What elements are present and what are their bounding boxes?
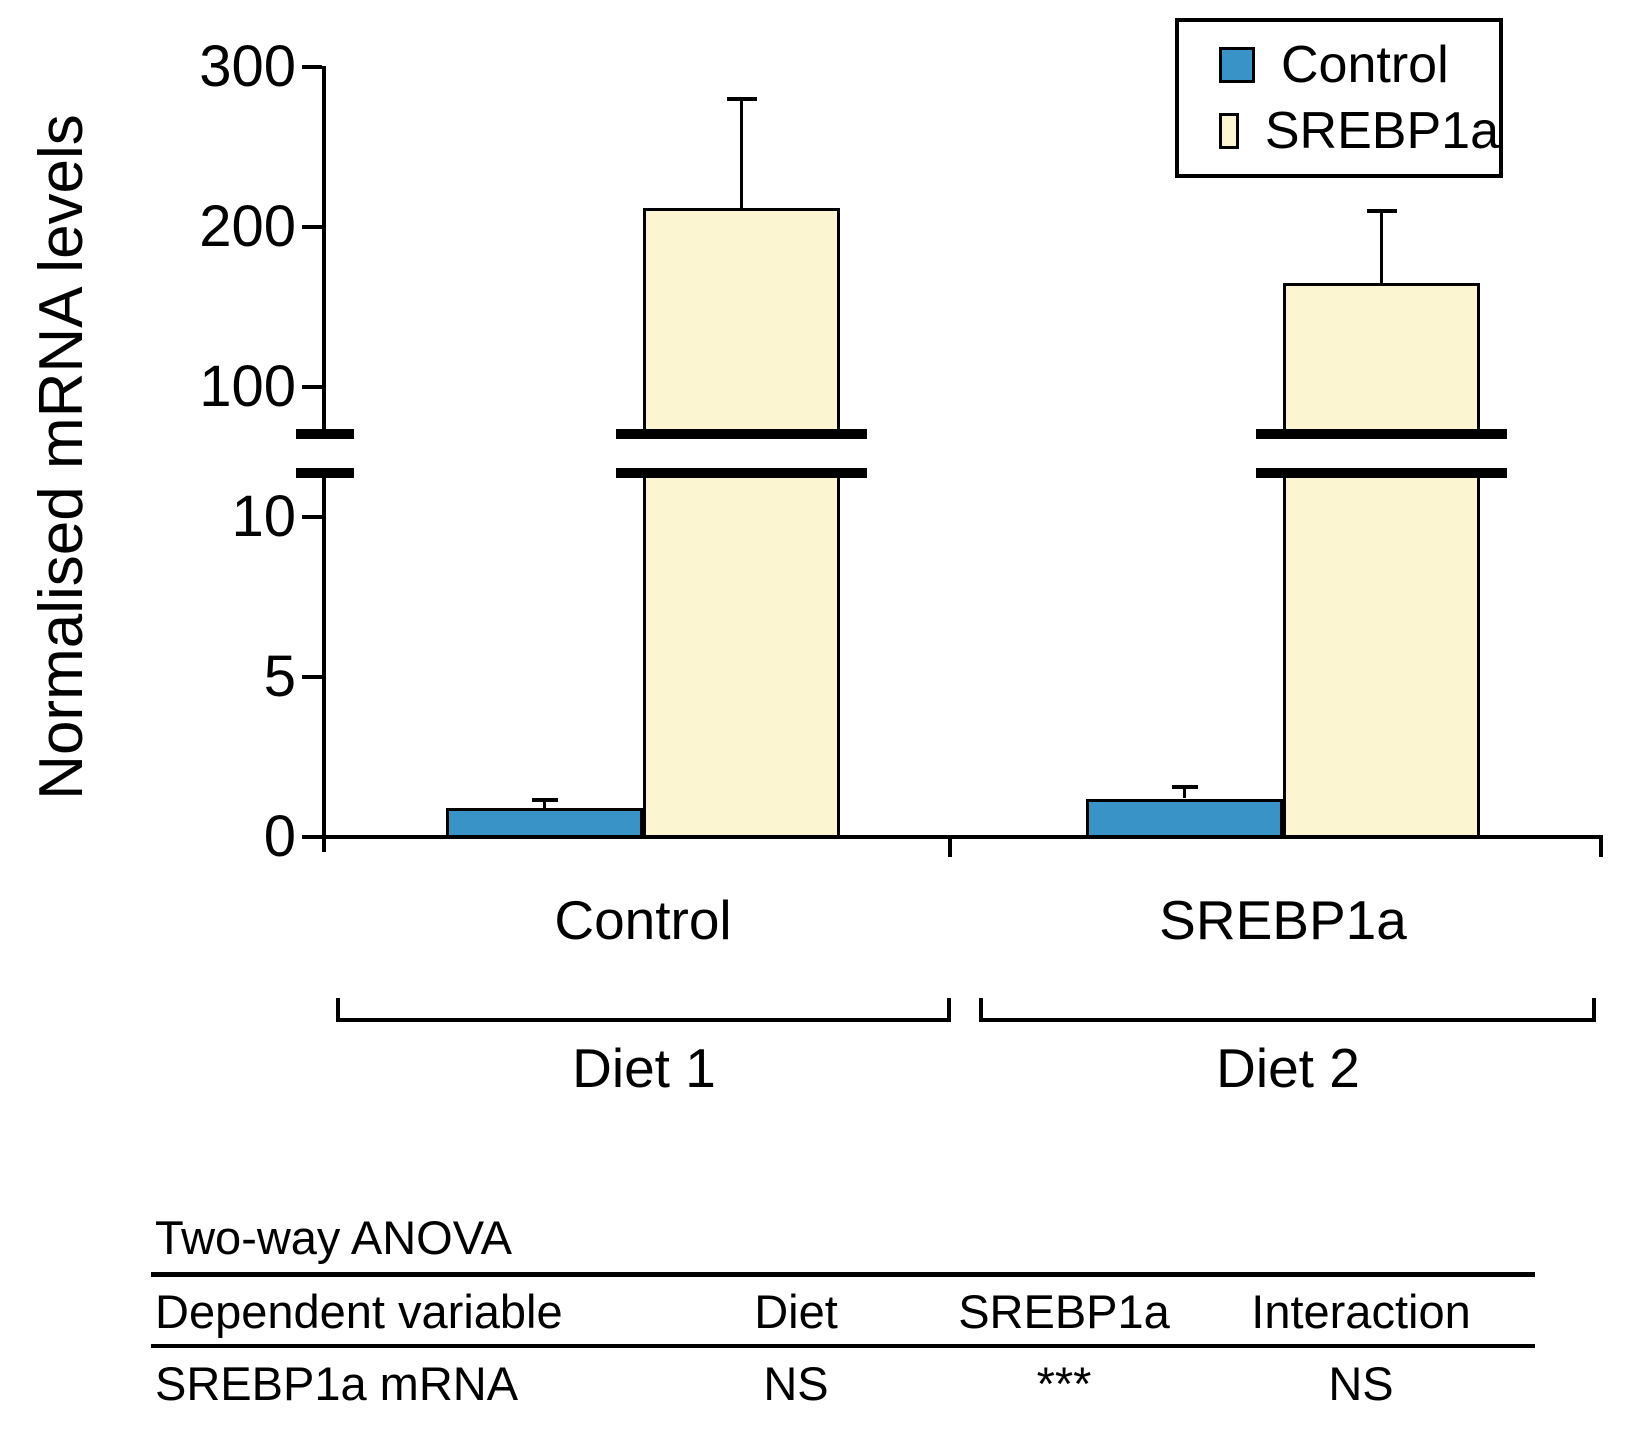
- group-bracket-line: [336, 1018, 951, 1022]
- table-cell: SREBP1a mRNA: [155, 1357, 519, 1410]
- table-title: Two-way ANOVA: [155, 1211, 512, 1264]
- error-bar-cap: [727, 97, 757, 101]
- y-axis-tick: [302, 675, 322, 679]
- bar-axis-break-mark: [616, 468, 867, 478]
- error-bar-cap: [1367, 209, 1397, 213]
- table-cell: ***: [1036, 1357, 1092, 1410]
- bar-upper-segment: [1283, 283, 1480, 439]
- legend-label: Control: [1281, 36, 1449, 94]
- legend-swatch: [1219, 113, 1239, 149]
- y-axis-break-mark: [296, 429, 354, 439]
- group-bracket-end: [947, 998, 951, 1022]
- bar-axis-break-mark: [1256, 429, 1507, 439]
- y-tick-label: 200: [199, 194, 296, 259]
- error-bar-line: [1380, 211, 1383, 283]
- bracket-label: Diet 1: [572, 1037, 716, 1099]
- table-header-cell: Diet: [754, 1285, 838, 1338]
- table-header-cell: Dependent variable: [155, 1285, 563, 1338]
- table-header-cell: Interaction: [1251, 1285, 1471, 1338]
- error-bar-line: [1183, 787, 1186, 798]
- x-axis-mid-tick: [948, 835, 952, 857]
- bar-axis-break-mark: [616, 429, 867, 439]
- group-bracket-end: [979, 998, 983, 1022]
- y-axis-tick: [302, 65, 322, 69]
- y-axis-tick: [302, 835, 322, 839]
- legend-item: SREBP1a: [1219, 105, 1499, 157]
- table-rule-top: [151, 1272, 1535, 1277]
- legend-item: Control: [1219, 39, 1499, 91]
- legend-label: SREBP1a: [1264, 102, 1499, 160]
- y-tick-label: 10: [231, 484, 296, 549]
- group-bracket-line: [979, 1018, 1596, 1022]
- bar: [446, 808, 643, 839]
- error-bar-line: [740, 99, 743, 208]
- y-tick-label: 0: [263, 804, 296, 869]
- legend: Control SREBP1a: [1175, 18, 1503, 178]
- bar-chart: 100 200 300 0 5 10 Control SREBP1a Diet 1 Diet 2: [199, 34, 1603, 1099]
- y-axis-tick: [302, 385, 322, 389]
- table-cell: NS: [1328, 1357, 1394, 1410]
- table-header-cell: SREBP1a: [958, 1285, 1170, 1338]
- group-bracket-end: [336, 998, 340, 1022]
- table-rule-mid: [151, 1344, 1535, 1348]
- bar: [1086, 799, 1283, 839]
- x-category-label: SREBP1a: [1159, 889, 1407, 951]
- x-axis-end-tick: [1599, 835, 1603, 857]
- bar-lower-segment: [643, 468, 840, 839]
- y-axis-lower-segment: [322, 473, 326, 852]
- y-axis-break-mark: [296, 468, 354, 478]
- error-bar-line: [543, 800, 546, 808]
- y-axis-tick: [302, 225, 322, 229]
- y-tick-label: 5: [263, 644, 296, 709]
- y-axis-tick: [302, 515, 322, 519]
- bar-axis-break-mark: [1256, 468, 1507, 478]
- x-axis-line: [322, 835, 1603, 839]
- error-bar-cap: [532, 798, 558, 802]
- bar-upper-segment: [643, 208, 840, 439]
- y-tick-label: 300: [199, 34, 296, 99]
- error-bar-cap: [1172, 785, 1198, 789]
- table-cell: NS: [763, 1357, 829, 1410]
- legend-swatch: [1219, 47, 1255, 83]
- y-tick-label: 100: [199, 354, 296, 419]
- x-category-label: Control: [554, 889, 732, 951]
- bracket-label: Diet 2: [1216, 1037, 1360, 1099]
- group-bracket-end: [1592, 998, 1596, 1022]
- y-axis-upper-segment: [322, 66, 326, 433]
- bar-lower-segment: [1283, 468, 1480, 839]
